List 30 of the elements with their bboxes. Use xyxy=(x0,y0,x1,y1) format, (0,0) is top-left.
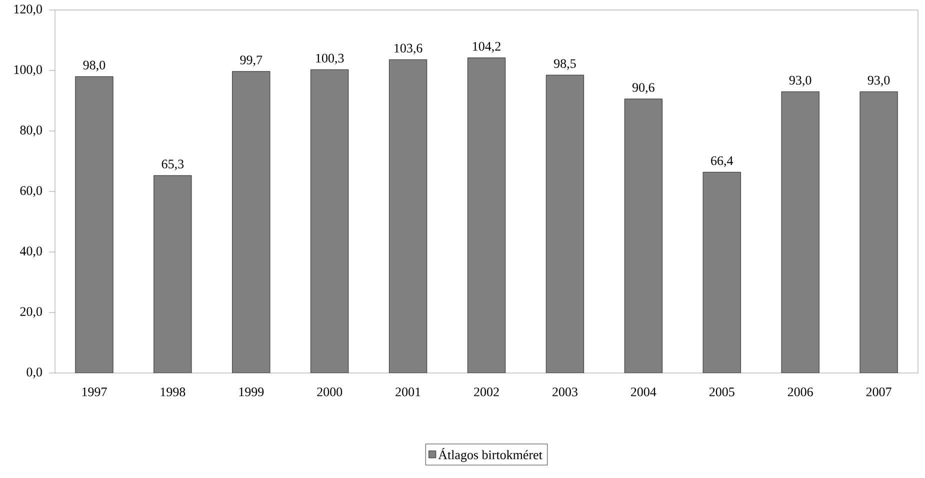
y-tick-label: 60,0 xyxy=(20,186,42,197)
y-tick-label: 120,0 xyxy=(14,4,42,16)
x-tick-label: 1999 xyxy=(239,388,264,396)
data-label: 98,0 xyxy=(83,60,106,72)
x-tick-label: 2002 xyxy=(474,388,499,396)
data-label: 93,0 xyxy=(789,76,812,86)
data-label: 93,0 xyxy=(868,76,890,86)
legend-label: Átlagos birtokméret xyxy=(438,448,542,462)
y-tick-label: 80,0 xyxy=(20,126,42,136)
data-label: 103,6 xyxy=(394,44,422,54)
data-label: 90,6 xyxy=(632,83,654,94)
x-tick-label: 2000 xyxy=(317,388,342,396)
y-tick-label: 0,0 xyxy=(26,368,42,378)
data-label: 104,2 xyxy=(473,42,500,53)
y-tick-label: 20,0 xyxy=(20,307,42,318)
x-tick-label: 1998 xyxy=(160,388,186,396)
x-tick-label: 2007 xyxy=(866,388,892,396)
data-label: 65,3 xyxy=(162,160,184,170)
x-tick-label: 2005 xyxy=(709,388,734,396)
data-label: 66,4 xyxy=(711,156,734,167)
data-label: 99,7 xyxy=(240,56,262,66)
data-label: 98,5 xyxy=(554,59,576,70)
x-tick-label: 2006 xyxy=(788,388,813,396)
x-tick-label: 2004 xyxy=(630,388,656,396)
y-tick-label: 100,0 xyxy=(14,65,42,76)
data-label: 100,3 xyxy=(316,54,344,64)
x-tick-label: 2003 xyxy=(552,388,578,396)
x-tick-label: 1997 xyxy=(82,388,107,396)
y-tick-label: 40,0 xyxy=(20,246,42,258)
x-tick-label: 2001 xyxy=(396,388,420,396)
